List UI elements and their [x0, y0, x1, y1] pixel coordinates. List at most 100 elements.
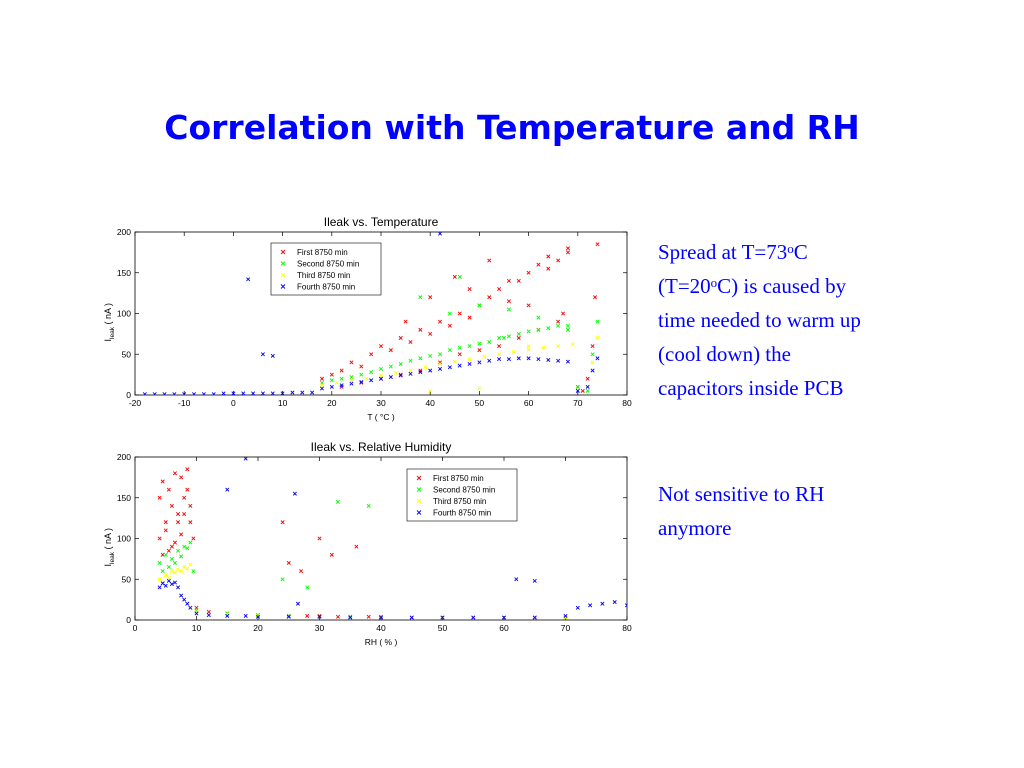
data-point [300, 390, 305, 395]
chart-ileak-vs-temperature: Ileak vs. Temperature -20 -10 0 10 20 30 40 50 60… [103, 215, 632, 422]
note-line: (cool down) the [658, 342, 791, 366]
x-tick-label: 10 [192, 623, 202, 633]
data-point [497, 335, 502, 340]
x-tick-label: 40 [425, 398, 435, 408]
series-third-8750-min [319, 335, 600, 393]
data-point [536, 315, 541, 320]
data-point [378, 366, 384, 371]
y-tick-label: 200 [117, 227, 131, 237]
legend-label: Fourth 8750 min [433, 509, 491, 518]
data-point [295, 601, 300, 606]
data-point [176, 520, 181, 525]
data-point [188, 520, 193, 525]
data-point [565, 323, 570, 328]
y-tick-label: 200 [117, 452, 131, 462]
data-marks [157, 457, 627, 620]
degree-superscript: o [710, 275, 718, 290]
data-point [172, 392, 177, 395]
data-point [563, 613, 568, 618]
note-spread-explanation: Spread at T=73oC (T=20oC) is caused by t… [658, 235, 958, 405]
data-point [317, 613, 322, 618]
data-point [487, 340, 492, 345]
data-point [477, 348, 482, 353]
data-point [467, 287, 472, 292]
data-point [556, 258, 561, 263]
data-point [359, 380, 364, 385]
legend: First 8750 min Second 8750 min Third 8750 … [406, 468, 518, 522]
slide-title: Correlation with Temperature and RH [164, 108, 860, 147]
data-point [163, 583, 168, 588]
data-point [172, 471, 177, 476]
y-axis-label-unit: ( nA ) [103, 303, 113, 327]
data-point [317, 614, 322, 619]
data-point [403, 319, 408, 324]
data-point [280, 520, 285, 525]
x-tick-label: 50 [438, 623, 448, 633]
x-tick-label: 30 [376, 398, 386, 408]
data-point [243, 457, 248, 461]
data-point [191, 569, 196, 574]
data-point [157, 585, 162, 590]
y-axis-label-unit: ( nA ) [103, 528, 113, 552]
data-point [335, 499, 340, 504]
note-text: C) is caused by [717, 274, 847, 298]
data-point [428, 331, 433, 336]
data-point [563, 615, 568, 620]
data-point [211, 392, 216, 395]
data-point [536, 327, 541, 332]
legend-label: Third 8750 min [297, 271, 350, 280]
data-point [447, 311, 452, 316]
data-point [251, 391, 256, 395]
chart-ileak-vs-humidity: Ileak vs. Relative Humidity 0 10 20 30 40 50 60… [103, 440, 632, 647]
data-point [556, 323, 561, 328]
data-point [163, 520, 168, 525]
data-point [369, 370, 374, 375]
data-marks [142, 232, 600, 395]
data-point [595, 242, 600, 247]
data-point [166, 575, 171, 580]
data-point [152, 392, 157, 395]
data-point [580, 388, 585, 393]
data-point [349, 360, 354, 365]
data-point [329, 372, 334, 377]
data-point [188, 540, 193, 545]
x-axis-label: T ( °C ) [367, 412, 394, 422]
data-point [526, 329, 531, 334]
data-point [532, 578, 537, 583]
note-line: Not sensitive to RH [658, 482, 825, 506]
data-point [192, 392, 197, 395]
data-point [546, 326, 551, 331]
legend-label: Fourth 8750 min [297, 283, 355, 292]
data-point [477, 341, 482, 346]
data-point [526, 347, 531, 352]
data-point [590, 352, 595, 357]
data-point [447, 365, 452, 370]
data-point [575, 384, 580, 389]
data-point [160, 479, 165, 484]
data-point [501, 335, 507, 340]
degree-superscript: o [787, 241, 794, 256]
data-point [349, 378, 354, 383]
x-tick-label: 0 [133, 623, 138, 633]
data-point [179, 569, 184, 574]
y-axis-label-main: I [103, 564, 113, 567]
data-point [286, 560, 291, 565]
x-tick-label: 0 [231, 398, 236, 408]
data-point [590, 360, 595, 365]
data-point [532, 615, 537, 620]
data-point [408, 358, 413, 363]
data-point [255, 614, 261, 619]
data-point [366, 614, 371, 619]
y-tick-label: 150 [117, 268, 131, 278]
x-tick-label: 70 [573, 398, 583, 408]
x-tick-label: 20 [327, 398, 337, 408]
y-tick-label: 150 [117, 493, 131, 503]
data-point [393, 370, 398, 376]
data-point [172, 560, 177, 565]
note-text: Spread at T=73 [658, 240, 788, 264]
data-point [260, 391, 265, 395]
x-tick-label: -20 [129, 398, 142, 408]
data-point [179, 475, 184, 480]
note-line: (T=20oC) is caused by [658, 269, 958, 303]
data-point [194, 609, 199, 614]
